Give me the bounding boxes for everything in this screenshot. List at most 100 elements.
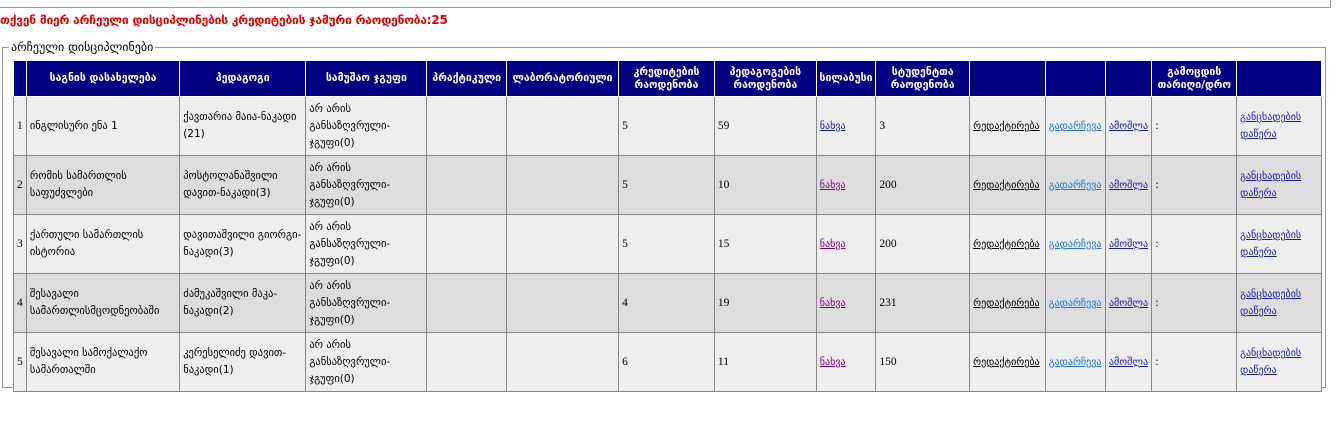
teachers-count: 11 bbox=[713, 332, 817, 392]
teachers-count: 19 bbox=[713, 273, 817, 333]
table-row: 2 რომის სამართლის საფუძვლები პოსტოლანაშვილ… bbox=[13, 155, 1322, 215]
laboratory bbox=[506, 332, 620, 392]
view-syllabus-link[interactable]: ნახვა bbox=[819, 238, 846, 250]
edit-cell: რედაქტირება bbox=[969, 96, 1046, 156]
students-count: 150 bbox=[875, 332, 971, 392]
delete-link[interactable]: ამოშლა bbox=[1108, 297, 1149, 309]
col-statement bbox=[1236, 60, 1322, 97]
col-number bbox=[13, 60, 27, 97]
teacher-name: დავითაშვილი გიორგი-ნაკადი(3) bbox=[179, 214, 307, 274]
edit-link[interactable]: რედაქტირება bbox=[973, 179, 1040, 191]
practical bbox=[426, 155, 508, 215]
practical bbox=[426, 96, 508, 156]
credits: 6 bbox=[618, 332, 715, 392]
teacher-name: პოსტოლანაშვილი დავით-ნაკადი(3) bbox=[179, 155, 307, 215]
write-statement-link[interactable]: განცხადების დაწერა bbox=[1240, 171, 1302, 199]
statement-cell: განცხადების დაწერა bbox=[1236, 273, 1322, 333]
subject-name: ქართული სამართლის ისტორია bbox=[25, 214, 181, 274]
row-number: 2 bbox=[13, 155, 27, 215]
table-header-row: საგნის დასახელება პედაგოგი სამუშაო ჯგუფი… bbox=[13, 60, 1322, 97]
exam-datetime: : bbox=[1151, 96, 1238, 156]
table-row: 5 შესავალი სამოქალაქო სამართალში კერესელიძ… bbox=[13, 332, 1322, 392]
teachers-count: 15 bbox=[713, 214, 817, 274]
col-laboratory: ლაბორატორიული bbox=[506, 60, 620, 97]
edit-cell: რედაქტირება bbox=[969, 155, 1046, 215]
fieldset-legend: არჩეული დისციპლინები bbox=[11, 40, 154, 54]
col-credits: კრედიტების რაოდენობა bbox=[618, 60, 715, 97]
table-row: 1 ინგლისური ენა 1 ქავთარია მაია-ნაკადი (21… bbox=[13, 96, 1322, 156]
teacher-name: ქავთარია მაია-ნაკადი (21) bbox=[179, 96, 307, 156]
delete-cell: ამოშლა bbox=[1104, 332, 1153, 392]
view-syllabus-link[interactable]: ნახვა bbox=[819, 120, 846, 132]
disciplines-table: საგნის დასახელება პედაგოგი სამუშაო ჯგუფი… bbox=[13, 60, 1322, 392]
write-statement-link[interactable]: განცხადების დაწერა bbox=[1240, 289, 1302, 317]
col-teacher: პედაგოგი bbox=[179, 60, 307, 97]
col-practical: პრაქტიკული bbox=[426, 60, 508, 97]
delete-link[interactable]: ამოშლა bbox=[1108, 120, 1149, 132]
edit-cell: რედაქტირება bbox=[969, 214, 1046, 274]
syllabus-cell: ნახვა bbox=[815, 155, 877, 215]
col-delete bbox=[1104, 60, 1153, 97]
row-number: 3 bbox=[13, 214, 27, 274]
reselect-link[interactable]: გადარჩევა bbox=[1048, 179, 1102, 191]
reselect-cell: გადარჩევა bbox=[1044, 273, 1106, 333]
syllabus-cell: ნახვა bbox=[815, 214, 877, 274]
reselect-link[interactable]: გადარჩევა bbox=[1048, 120, 1102, 132]
row-number: 1 bbox=[13, 96, 27, 156]
credits: 5 bbox=[618, 155, 715, 215]
write-statement-link[interactable]: განცხადების დაწერა bbox=[1240, 348, 1302, 376]
col-work-group: სამუშაო ჯგუფი bbox=[305, 60, 428, 97]
edit-link[interactable]: რედაქტირება bbox=[973, 238, 1040, 250]
work-group: არ არის განსაზღვრული-ჯგუფი(0) bbox=[305, 214, 428, 274]
practical bbox=[426, 273, 508, 333]
col-edit bbox=[969, 60, 1046, 97]
subject-name: რომის სამართლის საფუძვლები bbox=[25, 155, 181, 215]
credits: 5 bbox=[618, 214, 715, 274]
reselect-link[interactable]: გადარჩევა bbox=[1048, 356, 1102, 368]
col-syllabus: სილაბუსი bbox=[815, 60, 877, 97]
students-count: 231 bbox=[875, 273, 971, 333]
delete-link[interactable]: ამოშლა bbox=[1108, 356, 1149, 368]
reselect-cell: გადარჩევა bbox=[1044, 96, 1106, 156]
exam-datetime: : bbox=[1151, 214, 1238, 274]
teacher-name: კერესელიძე დავით-ნაკადი(1) bbox=[179, 332, 307, 392]
delete-cell: ამოშლა bbox=[1104, 96, 1153, 156]
practical bbox=[426, 214, 508, 274]
exam-datetime: : bbox=[1151, 332, 1238, 392]
students-count: 200 bbox=[875, 214, 971, 274]
delete-link[interactable]: ამოშლა bbox=[1108, 238, 1149, 250]
reselect-cell: გადარჩევა bbox=[1044, 214, 1106, 274]
edit-link[interactable]: რედაქტირება bbox=[973, 356, 1040, 368]
statement-cell: განცხადების დაწერა bbox=[1236, 155, 1322, 215]
laboratory bbox=[506, 273, 620, 333]
work-group: არ არის განსაზღვრული-ჯგუფი(0) bbox=[305, 96, 428, 156]
reselect-link[interactable]: გადარჩევა bbox=[1048, 238, 1102, 250]
delete-link[interactable]: ამოშლა bbox=[1108, 179, 1149, 191]
exam-datetime: : bbox=[1151, 155, 1238, 215]
row-number: 5 bbox=[13, 332, 27, 392]
edit-link[interactable]: რედაქტირება bbox=[973, 297, 1040, 309]
write-statement-link[interactable]: განცხადების დაწერა bbox=[1240, 230, 1302, 258]
edit-link[interactable]: რედაქტირება bbox=[973, 120, 1040, 132]
view-syllabus-link[interactable]: ნახვა bbox=[819, 179, 846, 191]
laboratory bbox=[506, 214, 620, 274]
delete-cell: ამოშლა bbox=[1104, 214, 1153, 274]
reselect-link[interactable]: გადარჩევა bbox=[1048, 297, 1102, 309]
practical bbox=[426, 332, 508, 392]
selected-disciplines-fieldset: არჩეული დისციპლინები საგნის დასახელება პ… bbox=[2, 40, 1326, 392]
view-syllabus-link[interactable]: ნახვა bbox=[819, 356, 846, 368]
teacher-name: ძამუკაშვილი მაკა-ნაკადი(2) bbox=[179, 273, 307, 333]
write-statement-link[interactable]: განცხადების დაწერა bbox=[1240, 112, 1302, 140]
total-credits-message: თქვენ მიერ არჩეული დისციპლინების კრედიტე… bbox=[0, 13, 448, 27]
subject-name: შესავალი სამართლისმცოდნეობაში bbox=[25, 273, 181, 333]
work-group: არ არის განსაზღვრული-ჯგუფი(0) bbox=[305, 332, 428, 392]
credits: 4 bbox=[618, 273, 715, 333]
top-divider bbox=[0, 0, 1331, 8]
subject-name: ინგლისური ენა 1 bbox=[25, 96, 181, 156]
credits: 5 bbox=[618, 96, 715, 156]
view-syllabus-link[interactable]: ნახვა bbox=[819, 297, 846, 309]
statement-cell: განცხადების დაწერა bbox=[1236, 332, 1322, 392]
table-row: 3 ქართული სამართლის ისტორია დავითაშვილი გი… bbox=[13, 214, 1322, 274]
syllabus-cell: ნახვა bbox=[815, 273, 877, 333]
work-group: არ არის განსაზღვრული-ჯგუფი(0) bbox=[305, 273, 428, 333]
